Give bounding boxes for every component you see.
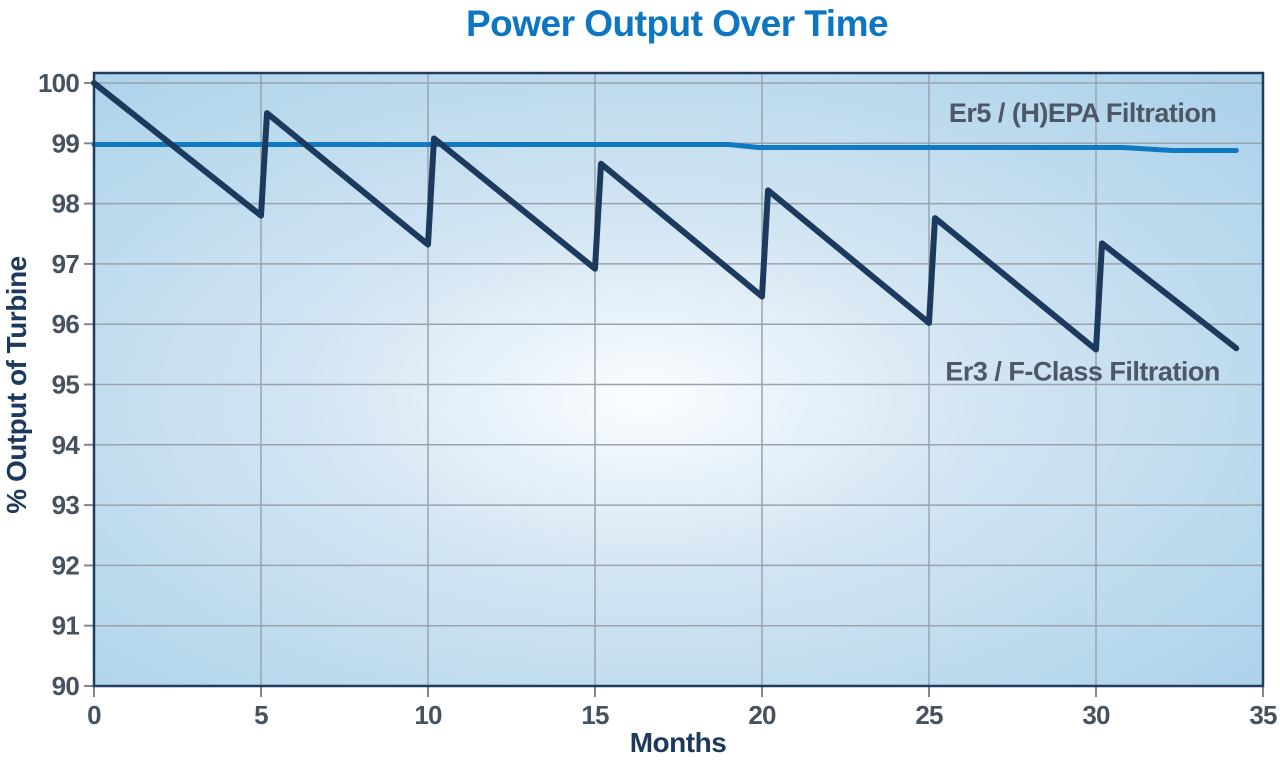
y-tick-label: 100 [38,68,79,98]
x-tick-label: 0 [87,700,101,730]
x-axis-label: Months [630,727,727,758]
x-tick-label: 30 [1082,700,1110,730]
er3-fclass-filtration-line [91,80,1240,353]
y-tick-label: 97 [52,249,80,279]
plot-border [92,71,1265,688]
y-tick-label: 98 [52,189,80,219]
x-tick-label: 20 [748,700,776,730]
y-tick-label: 99 [52,128,80,158]
y-axis-label: % Output of Turbine [1,256,32,513]
x-tick-label: 5 [254,700,268,730]
series-label-er5: Er5 / (H)EPA Filtration [949,98,1217,128]
y-tick-label: 96 [52,309,80,339]
x-tick-label: 25 [915,700,943,730]
x-tick-label: 15 [581,700,609,730]
y-tick-label: 95 [52,370,80,400]
er5-hepa-filtration-line [91,142,1239,154]
plot-area [94,73,1263,686]
series-label-er3: Er3 / F-Class Filtration [945,356,1220,386]
axis-tick-labels: 0 5 10 15 20 25 30 35 90 91 92 93 94 95 96 97 98 99 100 [38,68,1278,730]
y-tick-label: 93 [52,490,80,520]
y-tick-label: 94 [52,430,81,460]
chart-title: Power Output Over Time [466,3,888,44]
x-tick-label: 10 [414,700,442,730]
y-tick-label: 90 [52,671,80,701]
y-tick-label: 91 [52,611,80,641]
x-tick-label: 35 [1249,700,1277,730]
y-tick-label: 92 [52,550,80,580]
